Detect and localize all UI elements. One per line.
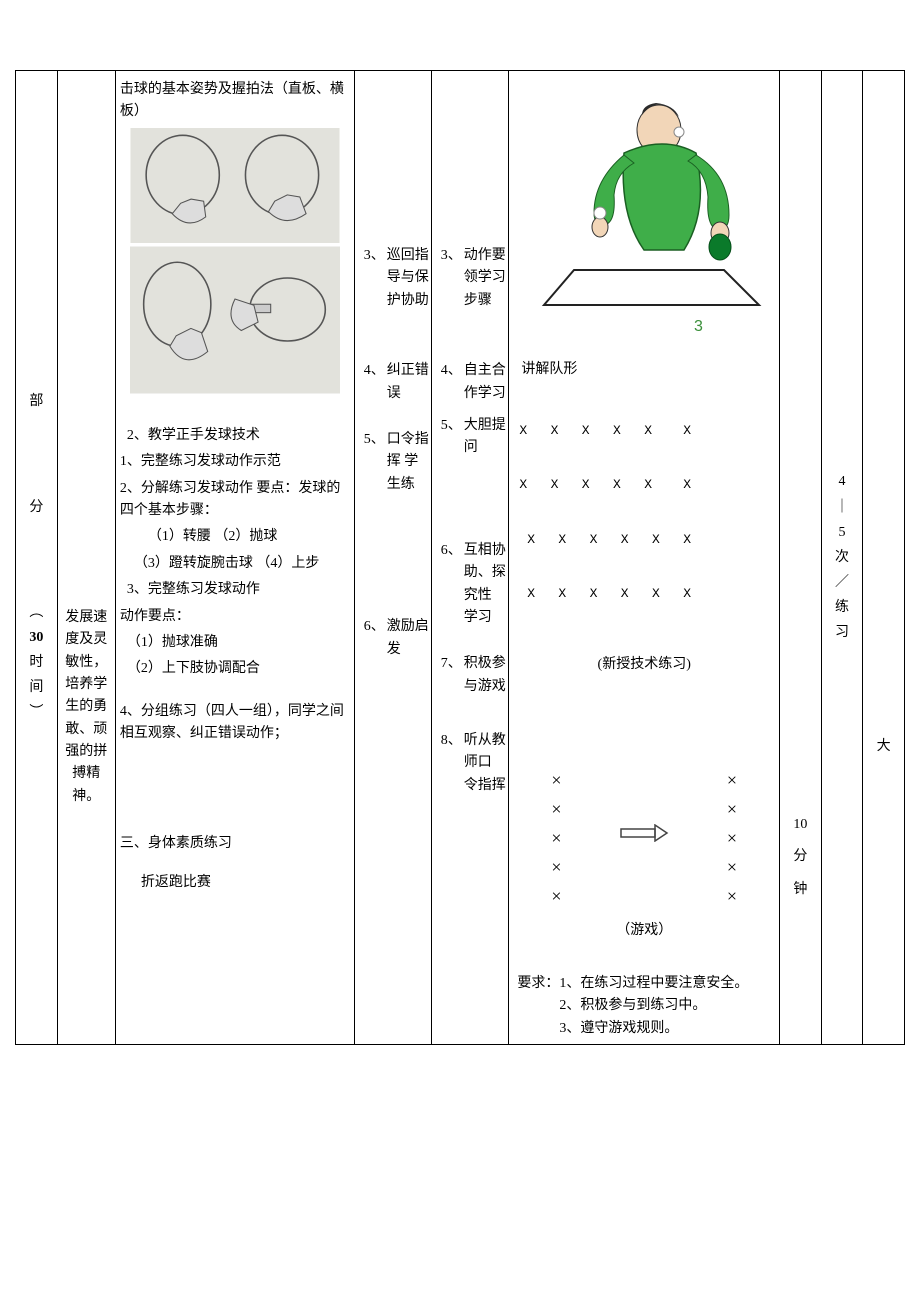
section-char: ︵	[29, 600, 43, 625]
game-formation: ×× ×× × × ×× ××	[511, 766, 777, 910]
item-num: 5、	[357, 429, 386, 496]
item-num: 3、	[357, 245, 386, 312]
time-unit2: 钟	[782, 879, 819, 901]
content-part2-title: 2、教学正手发球技术	[120, 425, 350, 447]
cross-mark: ×	[551, 766, 561, 795]
arrow-right-icon	[619, 824, 669, 842]
player-serve-illustration: 3	[524, 75, 764, 335]
section-label: 部 分 ︵ 30 时 间 ︶	[29, 389, 43, 725]
int-char: 次	[835, 545, 849, 570]
section-char: 部	[29, 389, 43, 414]
cross-mark: ×	[727, 853, 737, 882]
formation-grid: X X X X X X X X X X X X X X X X X X X X …	[511, 385, 777, 640]
int-char: 习	[835, 620, 849, 645]
section-char: 间	[29, 675, 43, 700]
item-text: 自主合 作学习	[464, 360, 507, 405]
cross-mark: ×	[551, 853, 561, 882]
item-text: 巡回指导与保护协助	[387, 245, 430, 312]
time-unit: 分	[782, 846, 819, 868]
section-char: 30	[29, 625, 43, 650]
grip-image-2	[130, 245, 340, 395]
formation-title: 讲解队形	[513, 359, 775, 381]
cross-mark: ×	[727, 824, 737, 853]
item-num: 7、	[434, 653, 463, 698]
item-num: 3、	[434, 245, 463, 312]
req-item: 3、遵守游戏规则。	[517, 1018, 771, 1040]
formation-row: X X X X X X	[519, 476, 777, 494]
content-item: （2）上下肢协调配合	[120, 658, 350, 680]
req-title: 要求：	[517, 976, 559, 991]
content-part3-sub: 折返跑比赛	[120, 872, 350, 894]
content-part4: 4、分组练习（四人一组），同学之间相互观察、纠正错误动作；	[120, 701, 350, 746]
cross-mark: ×	[551, 824, 561, 853]
intensity-col1: 4 ｜ 5 次 ／ 练 习	[835, 469, 849, 645]
item-text: 积极参与游戏	[464, 653, 507, 698]
item-text: 口令指挥 学生练	[387, 429, 430, 496]
content-item: （3）蹬转旋腕击球 （4）上步	[120, 553, 350, 575]
org-cell: 3 讲解队形 X X X X X X X X X X X X X X X X X…	[509, 71, 780, 1045]
item-text: 互相协助、探 究性 学习	[464, 540, 507, 630]
content-item: 1、完整练习发球动作示范	[120, 451, 350, 473]
cross-mark: ×	[727, 882, 737, 911]
goal-text: 发展速度及灵敏性，培养学生的勇敢、顽强的拼搏精神。	[60, 607, 113, 809]
lesson-plan-table: 部 分 ︵ 30 时 间 ︶ 发展速度及灵敏性，培养学生的勇敢、顽强的拼搏精神。…	[15, 70, 905, 1045]
int-char: ／	[835, 570, 849, 595]
cross-mark: ×	[551, 795, 561, 824]
intensity-value: 大	[865, 736, 902, 758]
req-item: 2、积极参与到练习中。	[517, 995, 771, 1017]
section-char: 分	[29, 495, 43, 520]
content-item: （1）转腰 （2）抛球	[120, 526, 350, 548]
item-num: 6、	[434, 540, 463, 630]
int-char: 5	[835, 520, 849, 545]
section-char: ︶	[29, 700, 43, 725]
cross-mark: ×	[727, 766, 737, 795]
formation-row: X X X X X X	[519, 531, 777, 549]
content-intro: 击球的基本姿势及握拍法（直板、横板）	[120, 79, 350, 124]
requirements: 要求：1、在练习过程中要注意安全。 2、积极参与到练习中。 3、遵守游戏规则。	[511, 973, 777, 1040]
int-char: 4	[835, 469, 849, 494]
intensity-cell-2: 大	[863, 71, 905, 1045]
item-num: 4、	[357, 360, 386, 405]
game-note: （游戏）	[511, 920, 777, 942]
teach-list: 3、巡回指导与保护协助 4、纠正错误 5、口令指挥 学生练 6、激励启发	[357, 245, 429, 661]
time-value: 10	[782, 814, 819, 836]
item-text: 动作要领学习步骤	[464, 245, 507, 312]
learn-cell: 3、动作要领学习步骤 4、自主合 作学习 5、大胆提问 6、互相协助、探 究性 …	[432, 71, 509, 1045]
player-caption: 3	[694, 318, 703, 335]
section-char: 时	[29, 650, 43, 675]
intensity-cell-1: 4 ｜ 5 次 ／ 练 习	[821, 71, 863, 1045]
item-text: 激励启发	[387, 616, 430, 661]
cross-mark: ×	[727, 795, 737, 824]
cross-mark: ×	[551, 882, 561, 911]
item-num: 6、	[357, 616, 386, 661]
grip-image-1	[130, 128, 340, 243]
time-cell: 10 分 钟	[780, 71, 822, 1045]
int-char: ｜	[835, 495, 849, 520]
formation-row: X X X X X X	[519, 422, 777, 440]
item-num: 5、	[434, 415, 463, 460]
item-text: 听从教 师口 令指挥	[464, 730, 507, 797]
item-num: 4、	[434, 360, 463, 405]
content-part3-title: 三、身体素质练习	[120, 833, 350, 855]
learn-list: 3、动作要领学习步骤 4、自主合 作学习 5、大胆提问 6、互相协助、探 究性 …	[434, 245, 506, 797]
req-item: 1、在练习过程中要注意安全。	[559, 976, 748, 991]
table-row: 部 分 ︵ 30 时 间 ︶ 发展速度及灵敏性，培养学生的勇敢、顽强的拼搏精神。…	[16, 71, 905, 1045]
formation-note: (新授技术练习)	[511, 654, 777, 676]
teach-cell: 3、巡回指导与保护协助 4、纠正错误 5、口令指挥 学生练 6、激励启发	[355, 71, 432, 1045]
int-char: 练	[835, 595, 849, 620]
item-num: 8、	[434, 730, 463, 797]
content-item: （1）抛球准确	[120, 632, 350, 654]
section-cell: 部 分 ︵ 30 时 间 ︶	[16, 71, 58, 1045]
item-text: 纠正错误	[387, 360, 430, 405]
content-item: 动作要点：	[120, 606, 350, 628]
content-item: 2、分解练习发球动作 要点：发球的四个基本步骤：	[120, 478, 350, 523]
content-cell: 击球的基本姿势及握拍法（直板、横板）	[115, 71, 354, 1045]
goal-cell: 发展速度及灵敏性，培养学生的勇敢、顽强的拼搏精神。	[57, 71, 115, 1045]
content-item: 3、完整练习发球动作	[120, 579, 350, 601]
formation-row: X X X X X X	[519, 585, 777, 603]
item-text: 大胆提问	[464, 415, 507, 460]
